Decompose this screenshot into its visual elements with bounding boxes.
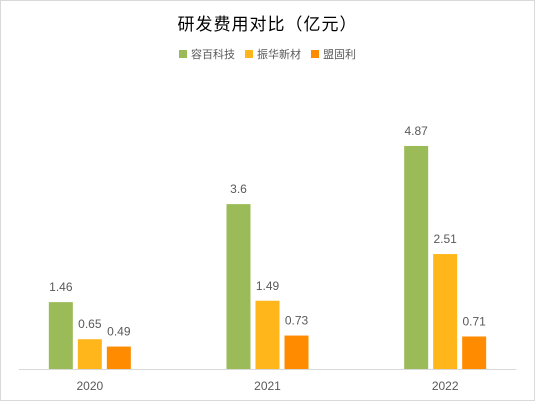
bar-2022-series-0 — [404, 145, 429, 369]
data-label-2022-series-0: 4.87 — [404, 124, 428, 138]
legend-label-series-1: 振华新材 — [257, 48, 301, 61]
x-tick-label-2021: 2021 — [254, 379, 281, 393]
legend-label-series-0: 容百科技 — [191, 48, 235, 61]
data-label-2022-series-1: 2.51 — [433, 232, 457, 246]
x-tick-label-2022: 2022 — [432, 379, 459, 393]
data-label-2021-series-2: 0.73 — [285, 314, 309, 328]
data-label-2022-series-2: 0.71 — [462, 314, 486, 328]
bar-2021-series-2 — [284, 335, 309, 369]
legend-item-series-0: 容百科技 — [179, 46, 235, 62]
legend-item-series-1: 振华新材 — [245, 46, 301, 62]
legend-swatch-series-1 — [245, 50, 253, 58]
legend-label-series-2: 盟固利 — [323, 48, 356, 61]
data-label-2021-series-0: 3.6 — [230, 182, 247, 196]
data-label-2020-series-2: 0.49 — [107, 325, 131, 339]
bar-2022-series-1 — [433, 254, 458, 369]
data-label-2021-series-1: 1.49 — [256, 279, 280, 293]
data-label-2020-series-1: 0.65 — [78, 317, 102, 331]
legend-swatch-series-0 — [179, 50, 187, 58]
bar-2020-series-0 — [48, 302, 73, 369]
data-label-2020-series-0: 1.46 — [49, 280, 73, 294]
bar-2020-series-1 — [77, 339, 102, 369]
bar-2020-series-2 — [106, 346, 131, 369]
chart-legend: 容百科技 振华新材 盟固利 — [1, 46, 534, 62]
legend-swatch-series-2 — [311, 50, 319, 58]
bar-2021-series-1 — [255, 300, 280, 369]
x-tick-label-2020: 2020 — [76, 379, 103, 393]
bar-2021-series-0 — [226, 204, 251, 369]
bar-2022-series-2 — [462, 336, 487, 369]
chart-title: 研发费用对比（亿元） — [177, 15, 358, 35]
legend-item-series-2: 盟固利 — [311, 46, 356, 62]
